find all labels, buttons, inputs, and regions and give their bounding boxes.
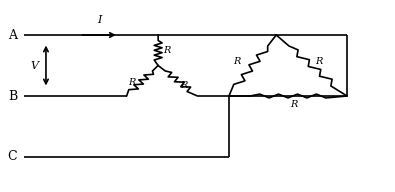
Text: R: R: [233, 57, 240, 66]
Text: A: A: [8, 28, 17, 41]
Text: R: R: [163, 46, 171, 55]
Text: I: I: [97, 16, 101, 26]
Text: C: C: [8, 151, 17, 164]
Text: R: R: [129, 78, 136, 87]
Text: R: R: [316, 57, 323, 66]
Text: V: V: [30, 60, 38, 70]
Text: R: R: [290, 100, 297, 109]
Text: R: R: [180, 81, 187, 90]
Text: B: B: [8, 89, 17, 103]
